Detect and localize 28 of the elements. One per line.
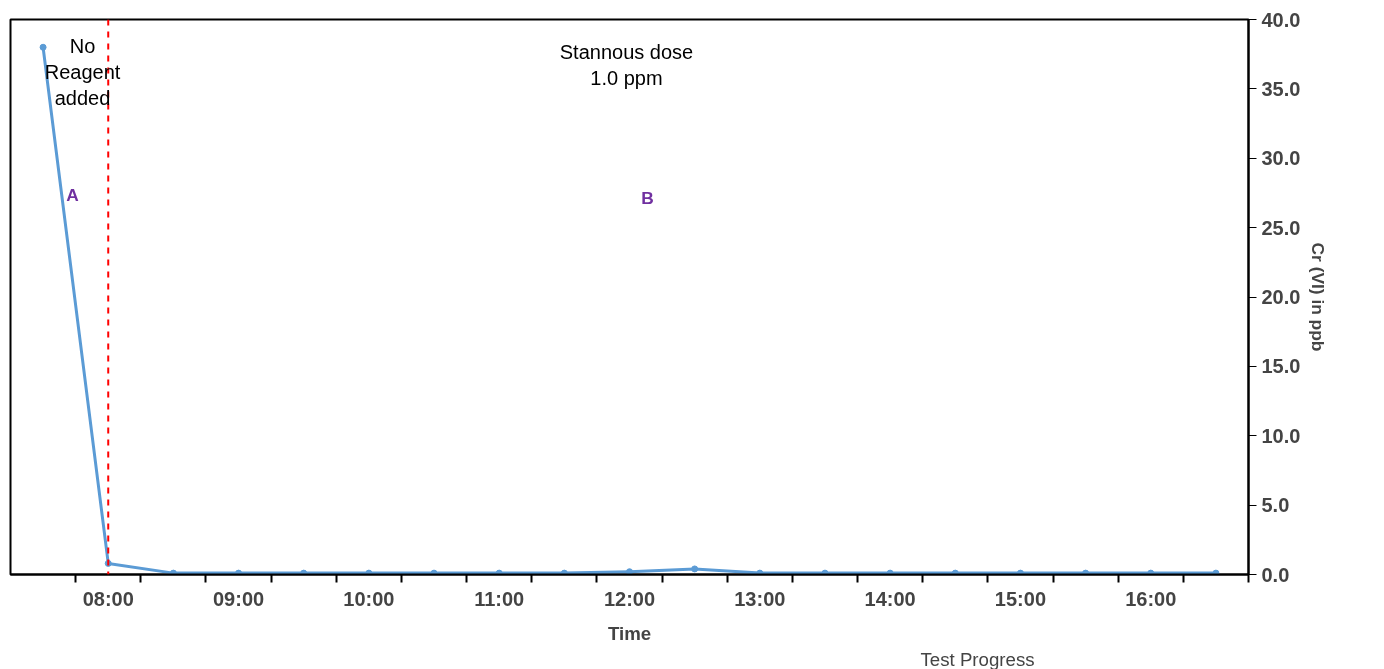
- annotation: B: [641, 187, 654, 208]
- x-tick-label: 15:00: [994, 587, 1047, 610]
- annotation: Stannous dose 1.0 ppm: [559, 40, 694, 89]
- y-tick-label: 20.0: [1261, 286, 1301, 308]
- y-tick-label: 25.0: [1261, 216, 1301, 239]
- annotation: A: [66, 184, 80, 205]
- x-tick-label: 14:00: [864, 587, 916, 610]
- x-tick-label: 09:00: [212, 587, 265, 610]
- y-tick-label: 40.0: [1261, 8, 1301, 31]
- point: [1212, 569, 1220, 575]
- x-tick-label: 11:00: [474, 587, 525, 610]
- y-axis-title: Cr (VI) in ppb: [1308, 242, 1329, 352]
- text: Test Progress: [920, 648, 1035, 669]
- x-axis-title: Time: [607, 622, 652, 644]
- x-tick-label: 08:00: [82, 587, 134, 610]
- x-tick-label: 13:00: [734, 587, 786, 610]
- point: [39, 43, 47, 51]
- y-tick-label: 5.0: [1261, 494, 1290, 517]
- y-tick-label: 15.0: [1261, 355, 1301, 378]
- x-tick-label: 12:00: [603, 587, 656, 610]
- y-tick-label: 35.0: [1261, 77, 1301, 100]
- y-tick-label: 30.0: [1261, 147, 1301, 170]
- x-tick-label: 16:00: [1125, 587, 1177, 610]
- point: [691, 565, 699, 573]
- x-tick-label: 10:00: [343, 587, 395, 610]
- y-tick-label: 10.0: [1261, 424, 1301, 447]
- point: [626, 568, 633, 575]
- y-tick-label: 0.0: [1261, 563, 1290, 586]
